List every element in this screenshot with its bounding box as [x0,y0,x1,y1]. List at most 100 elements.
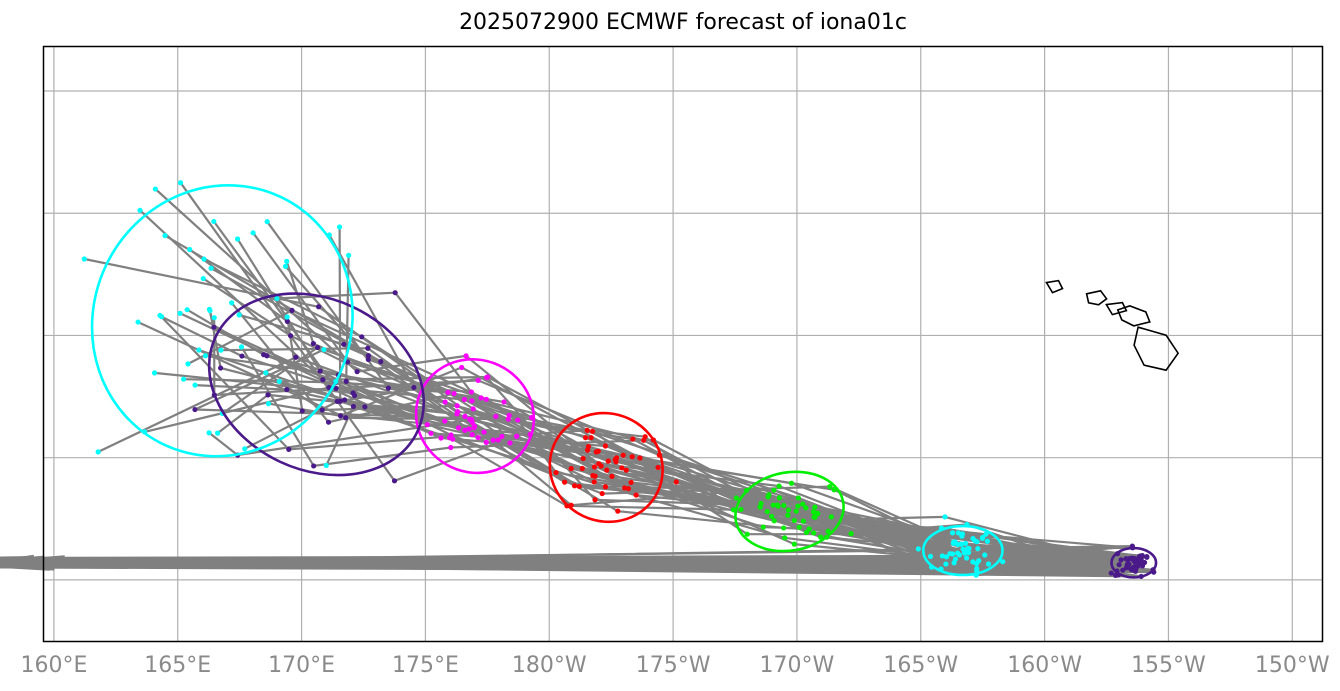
forecast-point [218,347,224,353]
ensemble-track [0,234,1131,566]
forecast-point [391,478,398,484]
forecast-point [481,429,487,435]
forecast-point [499,433,505,440]
forecast-point [211,218,217,225]
uncertainty-ellipse [921,524,1004,577]
forecast-point [507,440,513,446]
forecast-point [975,546,981,552]
forecast-point [825,528,831,534]
forecast-point [265,401,272,407]
page-title: 2025072900 ECMWF forecast of iona01c [459,10,907,35]
forecast-point [620,452,626,458]
forecast-point [771,487,777,493]
forecast-point [317,368,323,374]
island-outline [1105,301,1128,316]
forecast-point [463,353,469,359]
forecast-point [323,462,329,469]
forecast-point [350,403,357,410]
forecast-point [1136,554,1142,560]
forecast-point [673,479,679,485]
forecast-point [942,514,948,520]
forecast-point [963,555,970,561]
forecast-point [462,427,468,433]
forecast-point [424,421,430,428]
longitude-tick-label: 160°E [20,653,87,678]
forecast-point [979,535,986,541]
forecast-point [438,435,444,441]
forecast-point [484,374,491,380]
forecast-point [956,552,963,558]
forecast-point [152,186,158,192]
forecast-point [781,502,787,509]
forecast-point [200,275,206,282]
uncertainty-ellipse [1110,546,1158,579]
forecast-point [287,333,294,339]
forecast-point [595,448,601,454]
forecast-point [475,434,481,441]
forecast-point [576,483,582,490]
forecast-point [501,399,507,405]
forecast-point [785,512,791,518]
ensemble-track [0,209,1139,569]
forecast-point [962,540,969,546]
forecast-point [788,480,795,486]
forecast-point [162,233,168,239]
forecast-point [766,491,772,498]
forecast-point [346,252,352,258]
forecast-point [959,533,965,539]
forecast-point [831,487,837,493]
forecast-point [345,359,351,365]
forecast-point [478,395,484,401]
forecast-point [605,458,611,464]
forecast-point [236,312,242,318]
forecast-point [1129,555,1135,561]
forecast-point [469,398,475,404]
forecast-point [95,449,101,455]
forecast-point [214,430,221,436]
forecast-point [466,426,472,432]
forecast-point [211,324,217,330]
forecast-point [378,359,384,365]
forecast-point [983,531,989,537]
forecast-point [239,353,245,359]
forecast-point [454,403,460,409]
longitude-tick-label: 165°W [883,653,958,678]
forecast-point [185,361,191,367]
forecast-points [81,180,1157,580]
forecast-point [177,310,183,316]
forecast-point [803,505,809,511]
forecast-point [604,467,610,473]
forecast-point [1118,557,1124,563]
forecast-point [982,552,988,558]
forecast-point [442,399,448,405]
forecast-point [584,447,591,453]
ensemble-track [0,220,1142,564]
forecast-point [774,502,780,508]
forecast-point [321,346,327,353]
forecast-point [943,561,949,567]
forecast-point [158,314,165,320]
forecast-point [261,352,267,358]
forecast-point [187,246,193,253]
forecast-point [927,553,934,559]
forecast-point [343,415,349,421]
forecast-point [211,315,217,321]
forecast-point [588,434,594,441]
forecast-point [454,411,460,417]
forecast-point [599,490,605,497]
forecast-point [468,416,475,423]
forecast-point [365,353,372,359]
ensemble-track [0,188,1121,569]
forecast-point [965,550,972,556]
ensemble-tracks [0,182,1155,578]
forecast-point [776,483,782,489]
forecast-point [637,455,643,461]
forecast-point [602,443,609,449]
forecast-point [206,430,212,436]
forecast-point [282,263,289,269]
forecast-point [758,500,764,507]
forecast-point [613,455,620,461]
forecast-point [571,483,578,489]
forecast-point [495,437,501,443]
longitude-tick-label: 170°W [760,653,835,678]
